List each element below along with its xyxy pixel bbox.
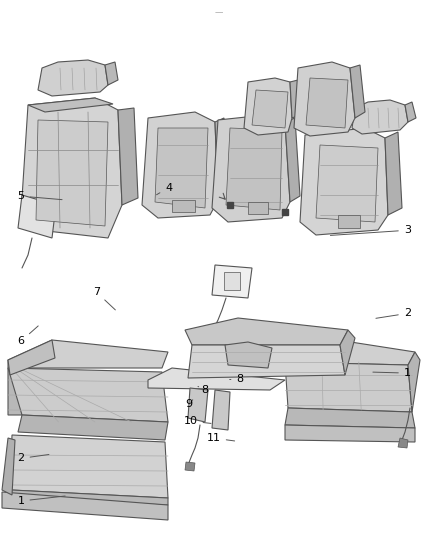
Polygon shape	[285, 362, 412, 412]
Polygon shape	[290, 80, 302, 118]
Polygon shape	[225, 342, 272, 368]
Text: 3: 3	[330, 225, 411, 236]
Text: 2: 2	[376, 309, 411, 318]
Polygon shape	[278, 338, 415, 365]
Polygon shape	[350, 65, 365, 118]
Text: 9: 9	[186, 399, 193, 409]
Polygon shape	[142, 112, 218, 218]
Text: 11: 11	[207, 433, 235, 443]
Text: 8: 8	[230, 375, 244, 384]
Polygon shape	[340, 330, 355, 375]
Polygon shape	[285, 425, 415, 442]
Polygon shape	[300, 128, 388, 235]
Text: 8: 8	[198, 385, 208, 395]
Polygon shape	[215, 118, 228, 200]
Polygon shape	[8, 360, 22, 415]
Polygon shape	[212, 265, 252, 298]
Polygon shape	[118, 108, 138, 205]
Polygon shape	[212, 390, 230, 430]
Polygon shape	[28, 98, 113, 112]
Polygon shape	[252, 90, 288, 128]
Polygon shape	[105, 62, 118, 85]
Polygon shape	[226, 128, 282, 210]
Polygon shape	[352, 100, 408, 134]
Polygon shape	[398, 438, 408, 448]
Polygon shape	[18, 195, 56, 238]
Polygon shape	[8, 340, 55, 375]
Polygon shape	[155, 128, 208, 208]
Polygon shape	[38, 60, 108, 96]
Polygon shape	[278, 338, 328, 365]
Polygon shape	[10, 490, 168, 505]
Polygon shape	[172, 200, 195, 212]
Text: —: —	[215, 8, 223, 17]
Polygon shape	[22, 98, 122, 238]
Polygon shape	[408, 352, 420, 412]
Polygon shape	[18, 415, 168, 440]
Text: 5: 5	[18, 191, 62, 201]
Polygon shape	[285, 118, 300, 202]
Polygon shape	[224, 272, 240, 290]
Polygon shape	[8, 368, 168, 422]
Polygon shape	[248, 202, 268, 214]
Polygon shape	[148, 368, 285, 390]
Polygon shape	[188, 345, 345, 378]
Polygon shape	[212, 115, 290, 222]
Polygon shape	[316, 145, 378, 222]
Text: 1: 1	[373, 368, 411, 378]
Polygon shape	[10, 435, 168, 498]
Text: 6: 6	[18, 326, 38, 346]
Polygon shape	[244, 78, 292, 135]
Polygon shape	[306, 78, 348, 128]
Text: 4: 4	[156, 183, 172, 195]
Polygon shape	[338, 215, 360, 228]
Text: 2: 2	[18, 454, 49, 463]
Polygon shape	[2, 438, 15, 495]
Polygon shape	[188, 388, 208, 422]
Polygon shape	[185, 318, 348, 345]
Polygon shape	[285, 408, 415, 428]
Text: 10: 10	[184, 416, 211, 426]
Text: 1: 1	[18, 496, 65, 506]
Polygon shape	[294, 62, 355, 136]
Polygon shape	[385, 132, 402, 215]
Polygon shape	[2, 492, 168, 520]
Text: 7: 7	[93, 287, 115, 310]
Polygon shape	[185, 462, 195, 471]
Polygon shape	[36, 120, 108, 226]
Polygon shape	[405, 102, 416, 122]
Polygon shape	[8, 340, 168, 368]
